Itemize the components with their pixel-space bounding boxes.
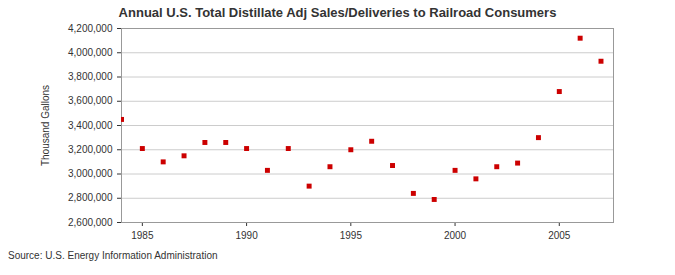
html-text:Source: U.S. Energy Informatio: Source: U.S. Energy Information Administ… [8,250,218,261]
svg-text:3,000,000: 3,000,000 [68,168,113,179]
html-text:Annual U.S. Total Distillate A: Annual U.S. Total Distillate Adj Sales/D… [118,5,557,20]
svg-text:2005: 2005 [548,230,571,241]
svg-text:3,800,000: 3,800,000 [68,71,113,82]
svg-text:1990: 1990 [235,230,258,241]
svg-text:3,200,000: 3,200,000 [68,144,113,155]
svg-text:1985: 1985 [131,230,154,241]
svg-text:4,200,000: 4,200,000 [68,24,113,34]
svg-text:3,600,000: 3,600,000 [68,95,113,106]
svg-text:2,600,000: 2,600,000 [68,217,113,228]
svg-text:3,400,000: 3,400,000 [68,120,113,131]
svg-text:1995: 1995 [340,230,363,241]
svg-text:2,800,000: 2,800,000 [68,192,113,203]
svg-text:Thousand Gallons: Thousand Gallons [40,85,51,166]
svg-text:4,000,000: 4,000,000 [68,47,113,58]
svg-text:2000: 2000 [444,230,467,241]
